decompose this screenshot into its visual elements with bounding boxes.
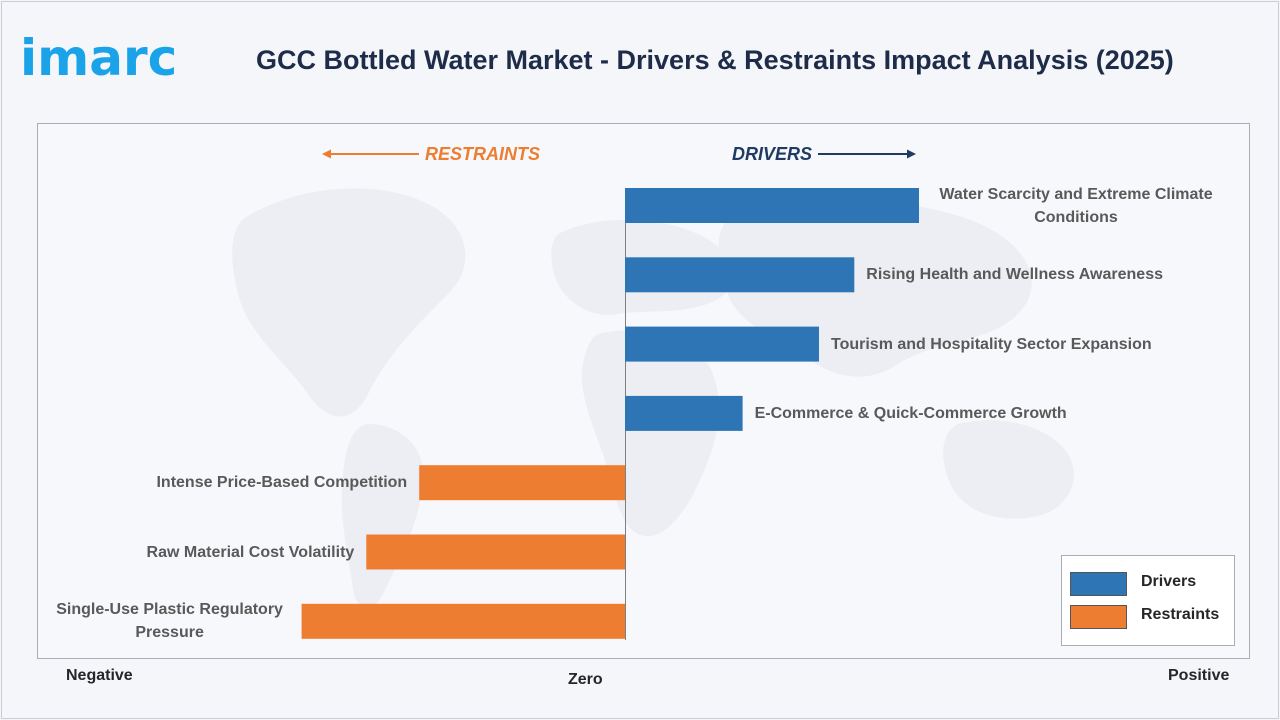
positive-axis-label: Positive [1168, 667, 1230, 684]
bar-restraints-4 [419, 465, 625, 501]
bar-drivers-0 [625, 188, 919, 223]
bar-label-5: Raw Material Cost Volatility [146, 543, 355, 561]
bar-label-6: Single-Use Plastic Regulatory Pressure [56, 601, 283, 642]
bar-label-2: Tourism and Hospitality Sector Expansion [831, 335, 1152, 353]
bar-label-0: Water Scarcity and Extreme Climate Condi… [939, 185, 1213, 226]
negative-axis-label: Negative [66, 667, 133, 684]
drivers-direction-label: DRIVERS [732, 144, 813, 164]
chart-title: GCC Bottled Water Market - Drivers & Res… [256, 45, 1174, 75]
bar-drivers-3 [625, 395, 743, 431]
chart-legend: Drivers Restraints [1061, 555, 1235, 646]
bar-label-4: Intense Price-Based Competition [156, 474, 408, 492]
legend-swatch-restraints [1070, 605, 1127, 629]
bar-drivers-1 [625, 257, 855, 293]
imarc-logo: imarc [20, 28, 177, 88]
bar-label-1: Rising Health and Wellness Awareness [866, 266, 1163, 284]
legend-text-restraints: Restraints [1141, 606, 1220, 623]
legend-text-drivers: Drivers [1141, 573, 1197, 590]
bar-drivers-2 [625, 326, 819, 362]
logo-text: imarc [20, 29, 178, 87]
bar-label-3: E-Commerce & Quick-Commerce Growth [754, 404, 1067, 422]
zero-axis-label: Zero [568, 671, 603, 688]
left-arrow-icon [322, 149, 419, 159]
bar-restraints-6 [301, 603, 625, 639]
legend-swatch-drivers [1070, 572, 1127, 596]
bar-restraints-5 [366, 534, 625, 570]
right-arrow-icon [818, 149, 916, 159]
restraints-direction-label: RESTRAINTS [425, 144, 541, 164]
